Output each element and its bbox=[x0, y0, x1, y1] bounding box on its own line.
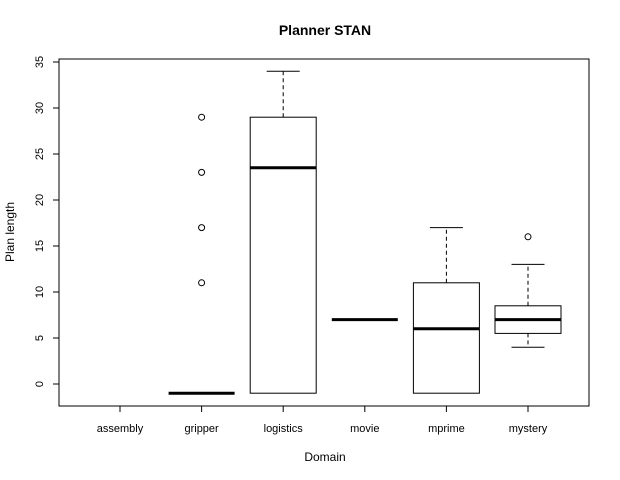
x-axis: assembly gripper logistics movie mprime myste… bbox=[97, 405, 548, 435]
y-tick-label: 20 bbox=[34, 194, 46, 206]
box-iqr bbox=[412, 282, 480, 394]
y-tick-label: 15 bbox=[34, 240, 46, 252]
box-iqr bbox=[249, 116, 317, 394]
outlier-point bbox=[198, 279, 206, 287]
x-tick-label: mprime bbox=[428, 423, 465, 435]
y-tick-label: 30 bbox=[34, 102, 46, 114]
chart-title: Planner STAN bbox=[279, 22, 371, 38]
outlier-point bbox=[524, 233, 532, 241]
x-tick-label: movie bbox=[350, 423, 379, 435]
x-axis-label: Domain bbox=[304, 450, 345, 464]
box-gripper bbox=[168, 113, 235, 395]
x-tick-label: gripper bbox=[184, 423, 219, 435]
y-axis: 0 5 10 15 20 25 30 35 bbox=[34, 56, 60, 387]
box-mprime bbox=[412, 227, 480, 394]
outlier-point bbox=[198, 224, 206, 232]
y-axis-label: Plan length bbox=[3, 202, 17, 262]
x-tick-label: assembly bbox=[97, 423, 144, 435]
outlier-point bbox=[198, 113, 206, 121]
y-tick-label: 25 bbox=[34, 148, 46, 160]
y-tick-label: 10 bbox=[34, 286, 46, 298]
box-series bbox=[168, 70, 562, 395]
x-tick-label: mystery bbox=[509, 423, 548, 435]
x-tick-label: logistics bbox=[264, 423, 304, 435]
plot-frame bbox=[58, 58, 590, 407]
box-mystery bbox=[494, 233, 562, 348]
box-logistics bbox=[249, 70, 317, 394]
y-tick-label: 35 bbox=[34, 56, 46, 68]
y-tick-label: 5 bbox=[34, 335, 46, 341]
outlier-point bbox=[198, 168, 206, 176]
y-tick-label: 0 bbox=[34, 381, 46, 387]
